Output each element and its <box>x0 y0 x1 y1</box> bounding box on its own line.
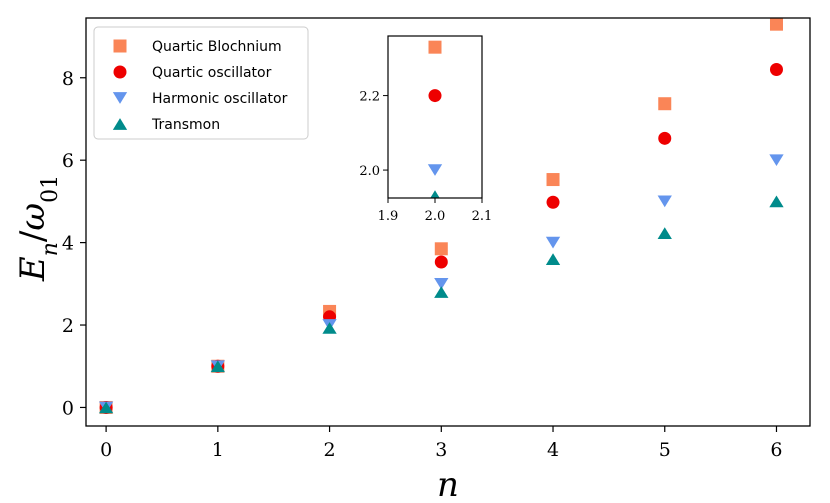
main-axes-ticks: 0 1 2 3 4 5 6 0 2 4 6 8 <box>62 68 783 461</box>
y-axis-label-part: E <box>13 256 53 282</box>
x-tick-label: 4 <box>547 439 559 461</box>
y-axis-label-subscript: n <box>38 242 63 256</box>
data-point <box>769 154 784 167</box>
y-tick-label: 6 <box>62 150 74 172</box>
data-point <box>545 253 561 265</box>
legend-label: Quartic oscillator <box>152 65 272 81</box>
inset-x-tick-label: 2.1 <box>472 209 493 224</box>
y-tick-label: 0 <box>62 397 74 419</box>
inset-data-point <box>428 89 442 103</box>
data-point <box>769 17 783 31</box>
x-axis-label: n <box>437 465 459 503</box>
y-axis-label-text: En/ω01 <box>13 175 63 282</box>
data-point <box>546 173 560 187</box>
inset-data-point <box>430 190 440 198</box>
data-point <box>210 360 225 373</box>
inset-data-point <box>427 164 443 176</box>
x-tick-label: 6 <box>770 439 782 461</box>
y-tick-label: 2 <box>62 315 74 337</box>
inset-plot-area <box>427 40 443 198</box>
y-axis-label: En/ω01 <box>13 175 63 282</box>
x-tick-label: 0 <box>100 439 112 461</box>
data-point <box>657 227 672 239</box>
data-point <box>545 236 561 249</box>
data-point <box>434 242 448 256</box>
data-point <box>657 195 672 208</box>
legend-label: Harmonic oscillator <box>152 91 288 107</box>
data-point <box>434 286 449 298</box>
data-point <box>434 255 448 269</box>
x-tick-label: 1 <box>212 439 224 461</box>
data-point <box>769 195 784 208</box>
legend: Quartic Blochnium Quartic oscillator Harmo… <box>93 26 309 140</box>
main-axes-frame <box>85 17 811 427</box>
legend-label: Transmon <box>151 117 220 133</box>
data-point <box>98 401 114 414</box>
inset-data-point <box>428 40 442 54</box>
legend-marker <box>112 92 128 104</box>
inset-x-tick-label: 2.0 <box>425 209 446 224</box>
inset-x-tick-label: 1.9 <box>378 209 399 224</box>
inset-y-tick-label: 2.2 <box>359 90 380 105</box>
data-point <box>546 195 560 209</box>
x-tick-label: 2 <box>324 439 336 461</box>
inset-y-tick-label: 2.0 <box>359 164 380 179</box>
inset-chart: 1.9 2.0 2.1 2.0 2.2 <box>359 35 493 224</box>
legend-marker <box>112 118 128 130</box>
y-axis-label-subscript: 01 <box>38 175 63 203</box>
legend-marker <box>113 39 127 53</box>
x-tick-label: 5 <box>659 439 671 461</box>
legend-marker <box>113 65 127 79</box>
x-tick-label: 3 <box>435 439 447 461</box>
y-tick-label: 8 <box>62 68 74 90</box>
legend-box <box>93 26 309 140</box>
legend-label: Quartic Blochnium <box>152 39 282 55</box>
data-point <box>658 131 672 145</box>
y-axis-label-part: ω <box>13 203 53 231</box>
data-point <box>658 97 672 111</box>
data-point <box>434 277 449 290</box>
y-tick-label: 4 <box>62 233 74 255</box>
data-point <box>322 322 337 334</box>
main-plot-area <box>98 17 784 414</box>
y-axis-label-part: / <box>13 230 53 242</box>
data-point <box>769 63 783 77</box>
